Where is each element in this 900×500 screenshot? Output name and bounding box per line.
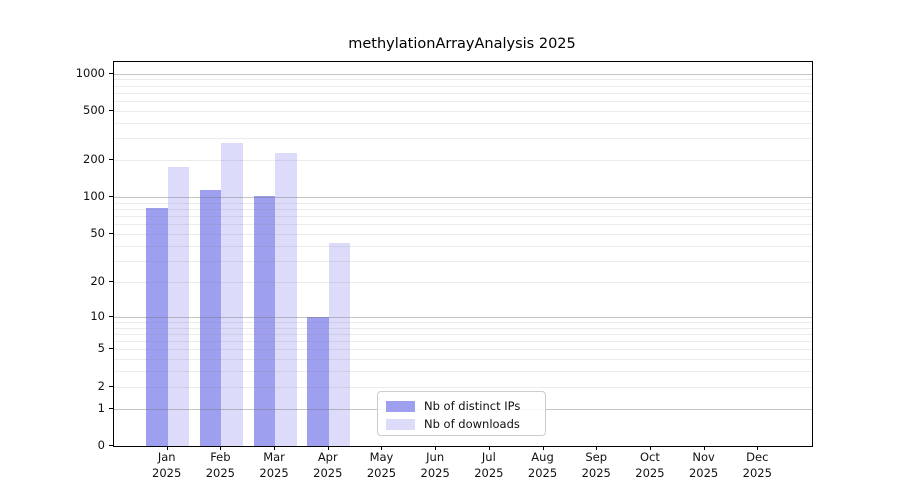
- legend-label-downloads: Nb of downloads: [424, 417, 520, 431]
- y-tick-label: 100: [83, 189, 105, 204]
- minor-gridline: [114, 386, 812, 388]
- minor-gridline: [114, 92, 812, 94]
- minor-gridline: [114, 202, 812, 204]
- major-gridline: [114, 316, 812, 318]
- x-tick-label: Oct 2025: [635, 450, 665, 480]
- minor-gridline: [114, 216, 812, 218]
- x-tick-mark: [757, 446, 759, 450]
- y-tick-mark: [109, 348, 113, 350]
- major-gridline: [114, 73, 812, 75]
- minor-gridline: [114, 85, 812, 87]
- minor-gridline: [114, 234, 812, 236]
- y-tick-mark: [109, 233, 113, 235]
- x-tick-label: Aug 2025: [527, 450, 558, 480]
- y-tick-mark: [109, 72, 113, 74]
- legend-swatch-distinct-ips: [386, 400, 415, 412]
- y-tick-label: 5: [97, 341, 105, 356]
- minor-gridline: [114, 209, 812, 211]
- legend: Nb of distinct IPs Nb of downloads: [377, 391, 546, 436]
- x-tick-mark: [327, 446, 329, 450]
- y-tick-mark: [109, 385, 113, 387]
- y-tick-label: 20: [90, 273, 105, 288]
- bar-distinct-ips: [199, 189, 222, 446]
- x-tick-label: Jan 2025: [152, 450, 182, 480]
- y-tick-label: 1: [97, 400, 105, 415]
- y-tick-mark: [109, 159, 113, 161]
- y-tick-label: 0: [97, 438, 105, 452]
- major-gridline: [114, 197, 812, 199]
- minor-gridline: [114, 327, 812, 329]
- y-tick-label: 200: [83, 152, 105, 167]
- x-tick-label: Mar 2025: [259, 450, 289, 480]
- y-tick-label: 1000: [75, 65, 105, 80]
- minor-gridline: [114, 79, 812, 81]
- bar-downloads: [167, 166, 190, 446]
- x-tick-label: May 2025: [366, 450, 397, 480]
- x-tick-mark: [542, 446, 544, 450]
- legend-label-distinct-ips: Nb of distinct IPs: [424, 399, 521, 413]
- x-tick-mark: [166, 446, 168, 450]
- x-tick-mark: [274, 446, 276, 450]
- minor-gridline: [114, 349, 812, 351]
- x-tick-label: Jul 2025: [474, 450, 504, 480]
- minor-gridline: [114, 260, 812, 262]
- bar-downloads: [275, 152, 297, 446]
- x-tick-mark: [220, 446, 222, 450]
- y-tick-mark: [109, 196, 113, 198]
- x-tick-mark: [488, 446, 490, 450]
- x-tick-mark: [596, 446, 598, 450]
- y-tick-mark: [109, 315, 113, 317]
- legend-item-downloads: Nb of downloads: [386, 416, 537, 432]
- x-tick-label: Jun 2025: [420, 450, 450, 480]
- x-tick-mark: [435, 446, 437, 450]
- y-tick-mark: [109, 407, 113, 409]
- minor-gridline: [114, 160, 812, 162]
- x-tick-label: Nov 2025: [688, 450, 719, 480]
- x-tick-mark: [703, 446, 705, 450]
- minor-gridline: [114, 333, 812, 335]
- bar-distinct-ips: [253, 195, 276, 446]
- bar-downloads: [328, 243, 351, 446]
- minor-gridline: [114, 359, 812, 361]
- legend-item-distinct-ips: Nb of distinct IPs: [386, 398, 537, 414]
- x-tick-label: Dec 2025: [742, 450, 772, 480]
- minor-gridline: [114, 122, 812, 124]
- minor-gridline: [114, 281, 812, 283]
- bar-distinct-ips: [307, 316, 329, 446]
- minor-gridline: [114, 321, 812, 323]
- x-tick-mark: [649, 446, 651, 450]
- x-tick-mark: [381, 446, 383, 450]
- chart-title: methylationArrayAnalysis 2025: [348, 36, 576, 52]
- minor-gridline: [114, 101, 812, 103]
- bar-downloads: [221, 143, 243, 446]
- minor-gridline: [114, 110, 812, 112]
- x-tick-label: Feb 2025: [205, 450, 236, 480]
- y-tick-label: 50: [90, 226, 105, 241]
- minor-gridline: [114, 138, 812, 140]
- legend-swatch-downloads: [386, 418, 415, 430]
- minor-gridline: [114, 224, 812, 226]
- bar-distinct-ips: [146, 208, 168, 446]
- x-tick-label: Apr 2025: [313, 450, 343, 480]
- y-tick-label: 2: [97, 378, 105, 393]
- plot-area: [113, 61, 813, 447]
- y-tick-mark: [109, 445, 113, 446]
- x-tick-label: Sep 2025: [581, 450, 611, 480]
- y-tick-label: 10: [90, 308, 105, 323]
- minor-gridline: [114, 245, 812, 247]
- minor-gridline: [114, 371, 812, 373]
- minor-gridline: [114, 341, 812, 343]
- y-tick-mark: [109, 280, 113, 282]
- y-tick-label: 500: [83, 102, 105, 117]
- y-tick-mark: [109, 109, 113, 111]
